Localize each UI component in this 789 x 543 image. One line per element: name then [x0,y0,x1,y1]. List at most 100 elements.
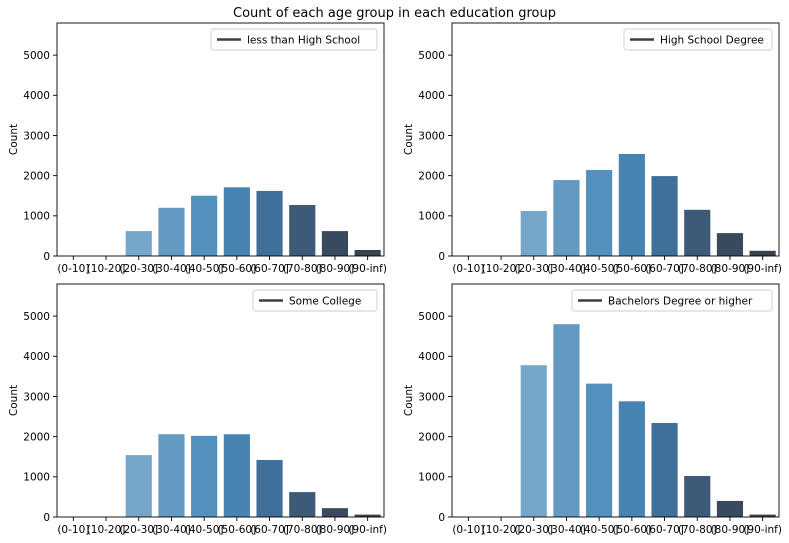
bar-3 [125,231,152,256]
bar-4 [553,324,580,517]
legend: Bachelors Degree or higher [571,289,773,312]
x-tick-label: (90-inf) [348,263,387,275]
y-tick-label: 1000 [418,211,445,223]
axes-frame [56,283,385,518]
x-tick-label: (80-90] [316,263,355,275]
y-tick-label: 5000 [23,311,50,323]
y-tick-label: 3000 [23,391,50,403]
y-tick-label: 4000 [418,90,445,102]
x-tick-label: (0-10] [452,524,484,536]
x-tick-label: (40-50] [185,263,224,275]
y-tick-label: 3000 [418,130,445,142]
bar-9 [716,233,744,256]
y-tick-label: 0 [438,251,445,263]
x-tick-label: (0-10] [57,263,89,275]
y-axis-label: Count [403,385,415,416]
y-tick-label: 1000 [23,472,50,484]
legend-box [623,28,773,51]
bar-5 [191,435,218,517]
y-tick-label: 3000 [418,391,445,403]
bar-7 [651,423,678,517]
bar-10 [354,514,381,517]
axes-frame [451,22,780,257]
y-tick-label: 5000 [23,50,50,62]
x-tick-label: (50-60] [217,263,256,275]
legend-label: Bachelors Degree or higher [608,296,753,308]
bar-8 [289,204,316,256]
x-tick-label: (20-30] [119,263,158,275]
bar-6 [618,401,645,517]
bar-6 [223,187,250,256]
y-tick-label: 5000 [418,50,445,62]
y-tick-label: 0 [43,512,50,524]
bar-5 [586,383,613,517]
bar-8 [684,209,711,256]
x-tick-label: (30-40] [547,524,586,536]
x-tick-label: (90-inf) [743,263,782,275]
y-tick-label: 5000 [418,311,445,323]
bar-9 [321,231,349,256]
y-axis-label: Count [8,385,20,416]
x-tick-label: (40-50] [580,263,619,275]
y-tick-label: 2000 [418,431,445,443]
y-tick-label: 0 [438,512,445,524]
legend-box [252,289,378,312]
x-tick-label: (90-inf) [348,524,387,536]
x-tick-label: (20-30] [514,524,553,536]
bar-9 [716,500,744,517]
bar-8 [684,476,711,517]
x-tick-label: (80-90] [711,263,750,275]
x-tick-label: (10-20] [482,524,521,536]
chart-panel-2: 0 1000 2000 3000 4000 5000 (0-10](10-20](20-30… [403,22,782,275]
legend-label: Some College [289,296,361,308]
x-tick-label: (60-70] [645,263,684,275]
bar-6 [618,153,645,256]
x-tick-label: (40-50] [185,524,224,536]
bar-10 [354,249,381,256]
legend-label: High School Degree [660,35,764,47]
bar-5 [586,170,613,256]
legend: Some College [252,289,378,312]
bar-4 [553,180,580,256]
x-tick-label: (60-70] [645,524,684,536]
figure-title: Count of each age group in each educatio… [233,6,556,21]
y-tick-label: 0 [43,251,50,263]
y-tick-label: 4000 [418,351,445,363]
bar-6 [223,434,250,517]
x-tick-label: (70-80] [678,263,717,275]
x-tick-label: (0-10] [57,524,89,536]
x-tick-label: (10-20] [87,524,126,536]
y-tick-label: 2000 [23,170,50,182]
y-axis-label: Count [403,124,415,155]
x-tick-label: (60-70] [250,524,289,536]
x-tick-label: (50-60] [612,263,651,275]
bar-3 [520,365,547,517]
x-tick-label: (50-60] [612,524,651,536]
bar-3 [125,455,152,517]
legend: High School Degree [623,28,773,51]
x-tick-label: (10-20] [87,263,126,275]
y-tick-label: 1000 [418,472,445,484]
x-tick-label: (30-40] [152,263,191,275]
legend-box [210,28,378,51]
x-tick-label: (80-90] [316,524,355,536]
bar-4 [158,434,185,517]
chart-panel-1: 0 1000 2000 3000 4000 5000 (0-10](10-20](20-30… [8,22,387,275]
bar-7 [256,190,283,256]
bar-10 [749,250,776,256]
axes-frame [56,22,385,257]
bar-4 [158,207,185,256]
x-tick-label: (10-20] [482,263,521,275]
x-tick-label: (50-60] [217,524,256,536]
legend: less than High School [210,28,378,51]
y-tick-label: 4000 [23,90,50,102]
x-tick-label: (80-90] [711,524,750,536]
legend-label: less than High School [247,35,360,47]
y-tick-label: 2000 [418,170,445,182]
x-tick-label: (0-10] [452,263,484,275]
x-tick-label: (20-30] [514,263,553,275]
x-tick-label: (40-50] [580,524,619,536]
y-axis-label: Count [8,124,20,155]
bar-10 [749,514,776,517]
x-tick-label: (70-80] [678,524,717,536]
